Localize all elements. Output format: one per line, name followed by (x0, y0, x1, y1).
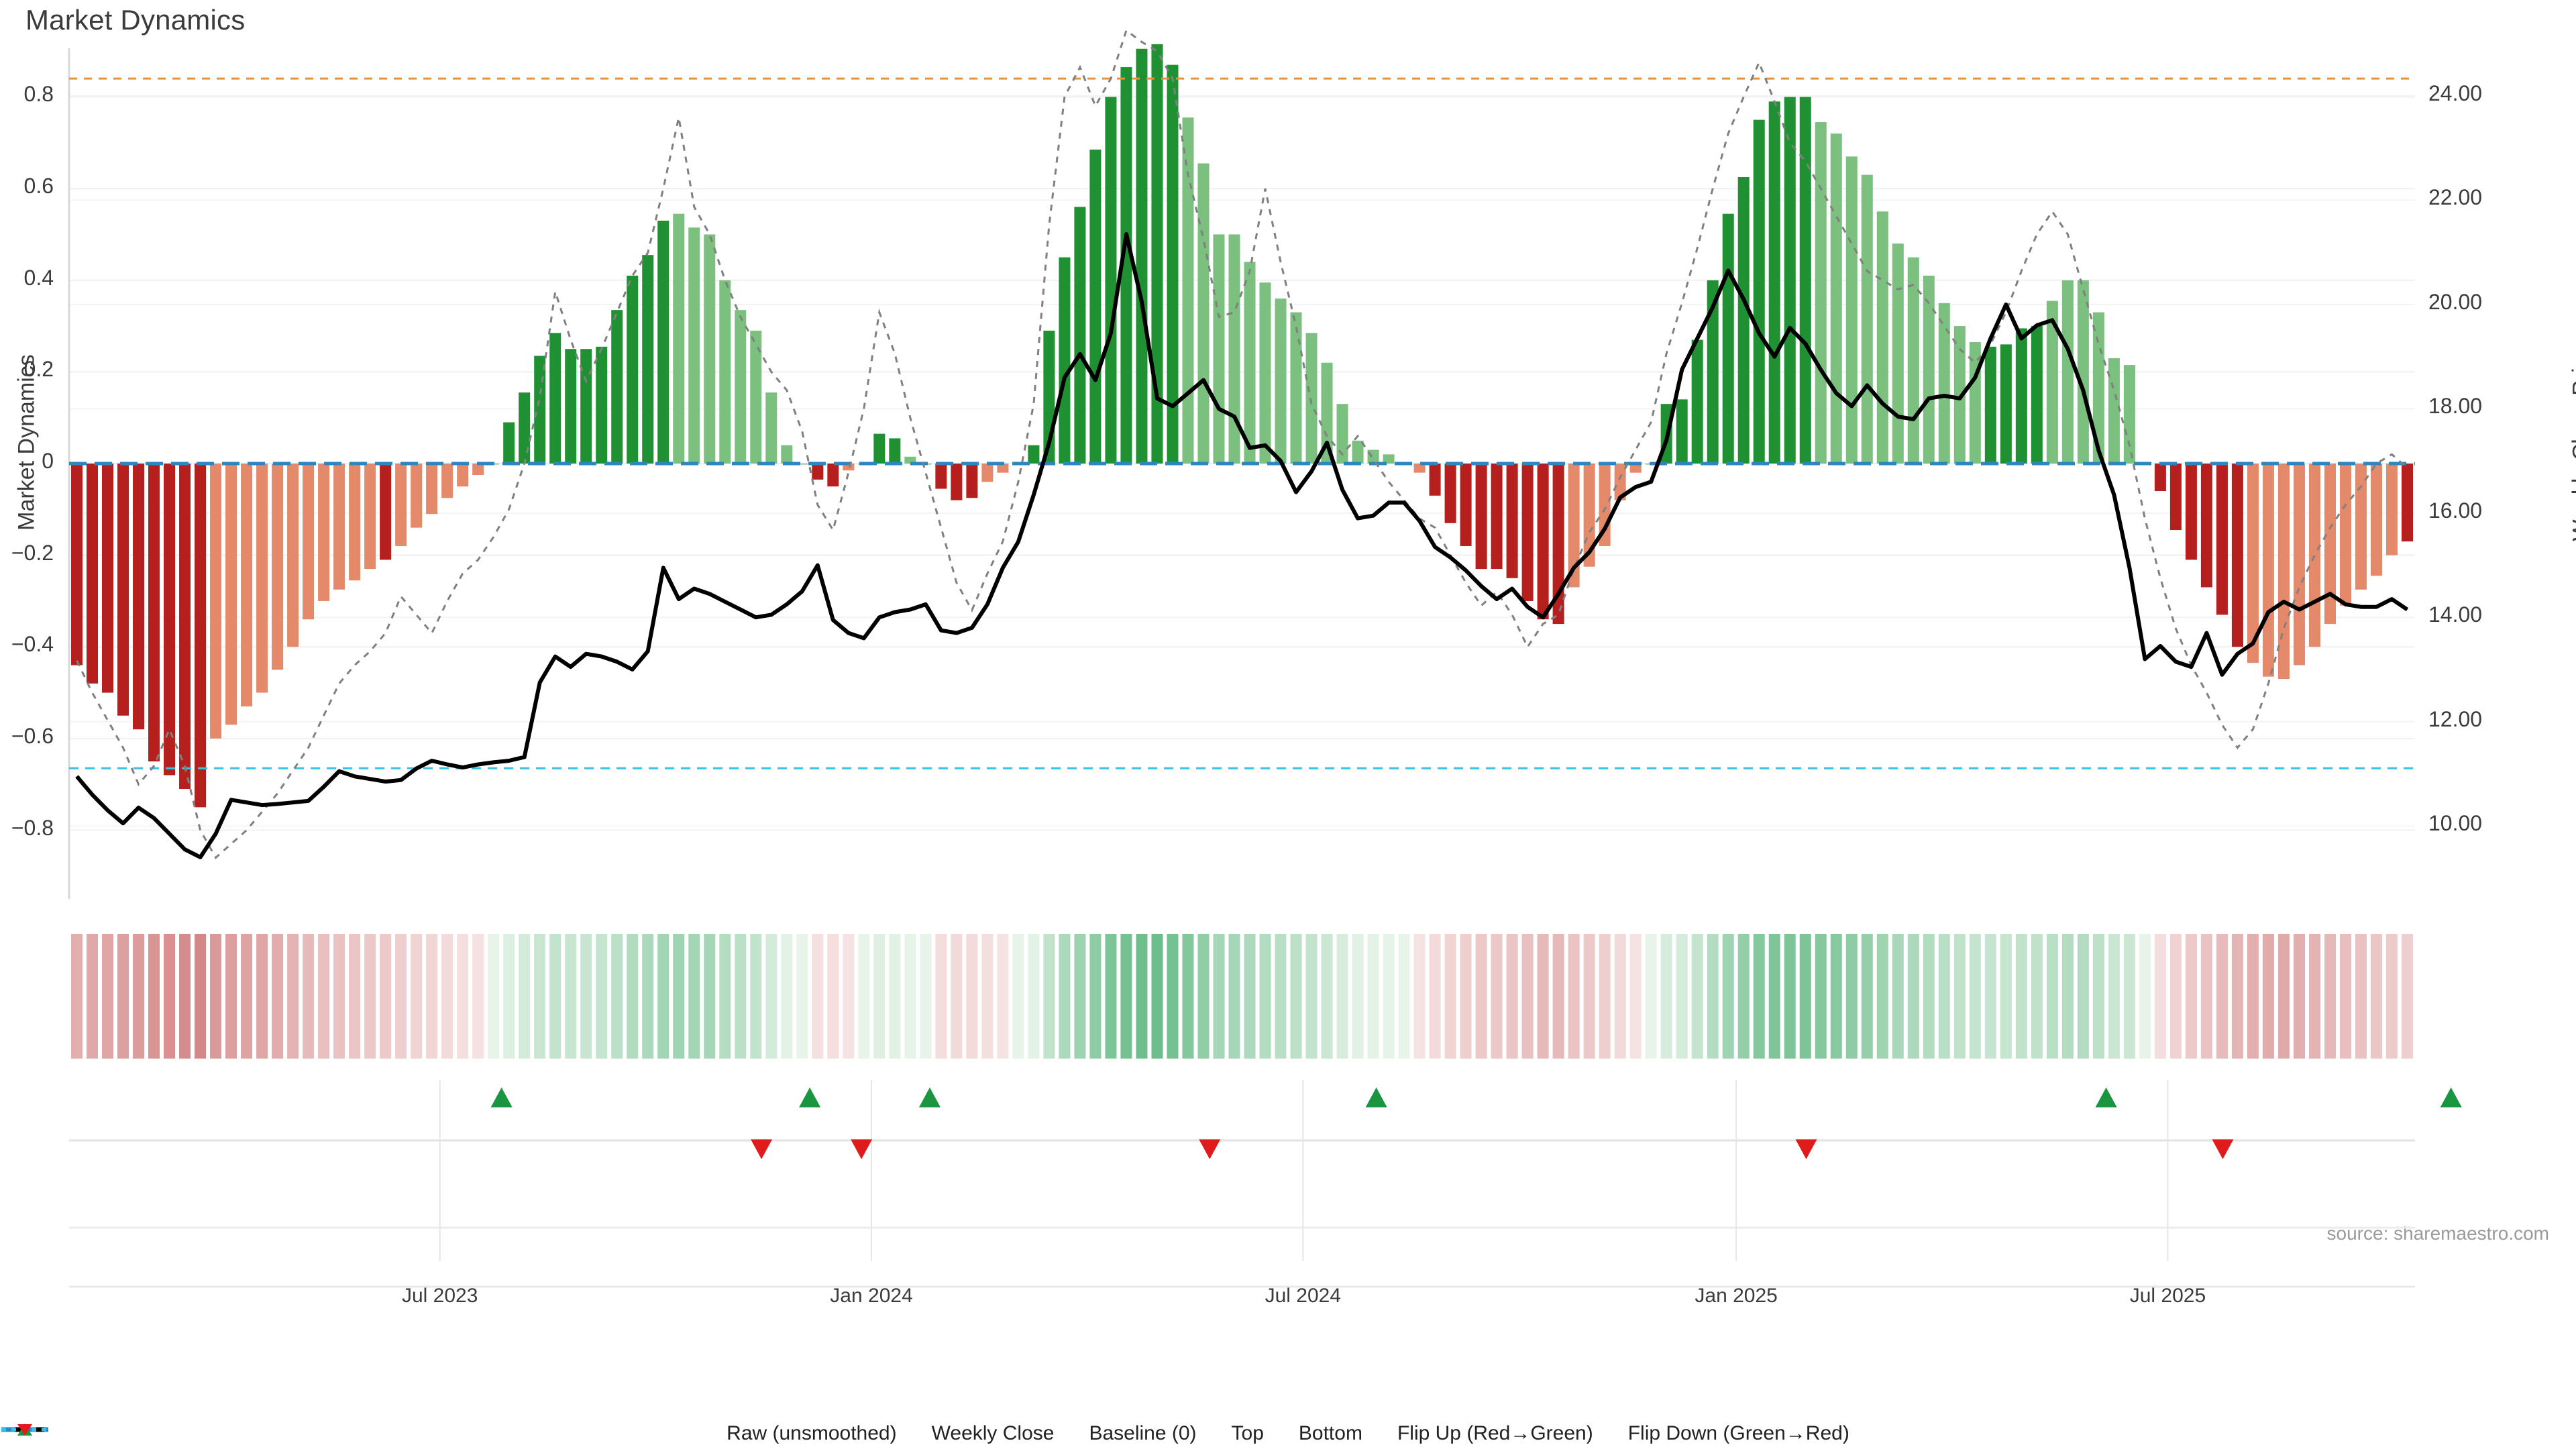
y-axis-right-tick: 12.00 (2428, 706, 2483, 731)
y-axis-left-tick: 0.8 (23, 82, 54, 107)
y-axis-right-tick: 16.00 (2428, 498, 2483, 523)
flip-down-markers (751, 1139, 2234, 1159)
legend-item[interactable]: Flip Up (Red→Green) (17, 1422, 1593, 1445)
legend-item[interactable]: Top (1, 1422, 1264, 1445)
page-title: Market Dynamics (25, 4, 246, 36)
legend-item[interactable]: Bottom (1, 1422, 1362, 1445)
y-axis-left-tick: −0.6 (11, 723, 54, 748)
y-axis-left-tick: 0.6 (23, 174, 54, 199)
y-axis-left-tick: 0 (42, 449, 54, 473)
y-axis-right-tick: 22.00 (2428, 185, 2483, 210)
legend-label: Weekly Close (931, 1422, 1055, 1444)
y-axis-right-tick: 14.00 (2428, 602, 2483, 627)
legend-item[interactable]: Weekly Close (1, 1422, 1055, 1445)
source-credit: source: sharemaestro.com (2326, 1223, 2549, 1244)
x-axis-tick: Jul 2024 (1265, 1285, 1342, 1307)
y-axis-left-tick: 0.2 (23, 357, 54, 382)
x-axis-tick: Jul 2025 (2129, 1285, 2206, 1307)
y-axis-left-tick: 0.4 (23, 265, 54, 290)
x-axis-tick: Jul 2023 (402, 1285, 478, 1307)
x-axis-tick: Jan 2025 (1695, 1285, 1778, 1307)
x-axis-tick: Jan 2024 (830, 1285, 913, 1307)
legend-label: Baseline (0) (1089, 1422, 1197, 1444)
market-dynamics-chart (68, 28, 2462, 1288)
legend-label: Flip Up (Red→Green) (1397, 1422, 1593, 1444)
legend-label: Raw (unsmoothed) (727, 1422, 897, 1444)
legend-item[interactable]: Flip Down (Green→Red) (17, 1422, 1849, 1445)
legend-label: Bottom (1298, 1422, 1362, 1444)
y-axis-left-tick: −0.2 (11, 540, 54, 565)
y-axis-right-tick: 18.00 (2428, 394, 2483, 419)
y-axis-right-tick: 20.00 (2428, 289, 2483, 314)
legend-label: Top (1231, 1422, 1264, 1444)
y-axis-left-tick: −0.4 (11, 632, 54, 657)
legend-triangle-down (17, 1424, 32, 1436)
y-axis-right-tick: 10.00 (2428, 811, 2483, 836)
y-axis-right-tick: 24.00 (2428, 81, 2483, 106)
y-axis-left-tick: −0.8 (11, 815, 54, 840)
legend-item[interactable]: Baseline (0) (1, 1422, 1197, 1445)
chart-legend: Raw (unsmoothed) Weekly Close Baseline (0)… (0, 1422, 2576, 1445)
legend-label: Flip Down (Green→Red) (1627, 1422, 1849, 1444)
legend-item[interactable]: Raw (unsmoothed) (1, 1422, 897, 1445)
flip-up-markers (490, 1087, 2462, 1108)
